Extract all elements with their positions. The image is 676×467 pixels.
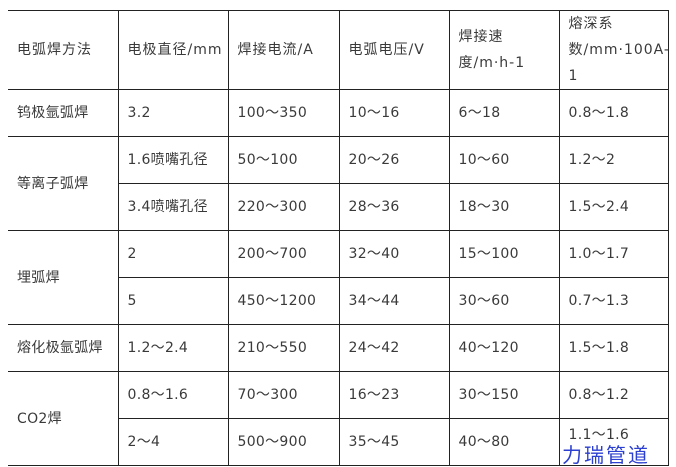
header-cell: 焊接速度/m·h-1 [448, 10, 560, 90]
table-row: 熔化极氩弧焊 1.2～2.4 210～550 24～42 40～120 1.5～1.8 [8, 324, 669, 372]
table-cell: 1.6喷嘴孔径 [117, 136, 229, 184]
table-cell: 500～900 [227, 418, 340, 466]
header-cell: 电弧电压/V [338, 10, 450, 90]
table-cell: 0.7～1.3 [558, 277, 669, 325]
header-cell: 熔深系数/mm·100A-1 [558, 10, 669, 90]
table-cell: 100～350 [227, 89, 340, 137]
table-cell: 450～1200 [227, 277, 340, 325]
table-cell: 30～150 [448, 371, 560, 419]
table-row: 埋弧焊 2 200～700 32～40 15～100 1.0～1.7 [8, 230, 669, 325]
table-cell: 30～60 [448, 277, 560, 325]
table-cell: 0.8～1.8 [558, 89, 669, 137]
table-cell: 32～40 [338, 230, 450, 278]
method-cell: 钨极氩弧焊 [8, 89, 119, 137]
table-row: 钨极氩弧焊 3.2 100～350 10～16 6～18 0.8～1.8 [8, 89, 669, 137]
table-cell: 1.2～2.4 [117, 324, 229, 372]
header-cell: 焊接电流/A [227, 10, 340, 90]
table-cell: 3.2 [117, 89, 229, 137]
table-cell: 1.5～2.4 [558, 183, 669, 231]
table-cell: 35～45 [338, 418, 450, 466]
table-cell: 15～100 [448, 230, 560, 278]
table-row: 等离子弧焊 1.6喷嘴孔径 50～100 20～26 10～60 1.2～2 [8, 136, 669, 231]
table-cell: 40～120 [448, 324, 560, 372]
header-cell: 电弧焊方法 [8, 10, 119, 90]
table-cell: 10～16 [338, 89, 450, 137]
header-row: 电弧焊方法 电极直径/mm 焊接电流/A 电弧电压/V 焊接速度/m·h-1 熔… [8, 10, 669, 90]
table-cell: 5 [118, 277, 229, 325]
table-cell: 1.0～1.7 [558, 230, 669, 278]
table-cell: 6～18 [448, 89, 560, 137]
table-cell: 200～700 [227, 230, 340, 278]
table-cell: 40～80 [448, 418, 560, 466]
method-cell: CO2焊 [8, 371, 119, 466]
table-cell: 2 [117, 230, 229, 278]
table-cell: 70～300 [227, 371, 340, 419]
method-cell: 等离子弧焊 [8, 136, 119, 231]
table-cell: 3.4喷嘴孔径 [118, 183, 229, 231]
table-cell: 220～300 [227, 183, 340, 231]
table-cell: 1.5～1.8 [558, 324, 669, 372]
welding-parameters-table: 电弧焊方法 电极直径/mm 焊接电流/A 电弧电压/V 焊接速度/m·h-1 熔… [8, 10, 669, 466]
header-cell: 电极直径/mm [117, 10, 229, 90]
table-cell: 0.8～1.6 [117, 371, 229, 419]
table-cell: 210～550 [227, 324, 340, 372]
table-cell: 1.2～2 [558, 136, 669, 184]
table-cell: 50～100 [227, 136, 340, 184]
table-cell: 20～26 [338, 136, 450, 184]
table-cell: 10～60 [448, 136, 560, 184]
method-cell: 埋弧焊 [8, 230, 119, 325]
table-cell: 16～23 [338, 371, 450, 419]
table-cell: 18～30 [448, 183, 560, 231]
table-cell: 28～36 [338, 183, 450, 231]
table-cell: 34～44 [338, 277, 450, 325]
table-row: CO2焊 0.8～1.6 70～300 16～23 30～150 0.8～1.2 [8, 371, 669, 466]
table-cell: 2～4 [118, 418, 229, 466]
table-cell: 0.8～1.2 [558, 371, 669, 419]
table-cell: 24～42 [338, 324, 450, 372]
watermark-logo: 力瑞管道 [560, 443, 652, 467]
method-cell: 熔化极氩弧焊 [8, 324, 119, 372]
